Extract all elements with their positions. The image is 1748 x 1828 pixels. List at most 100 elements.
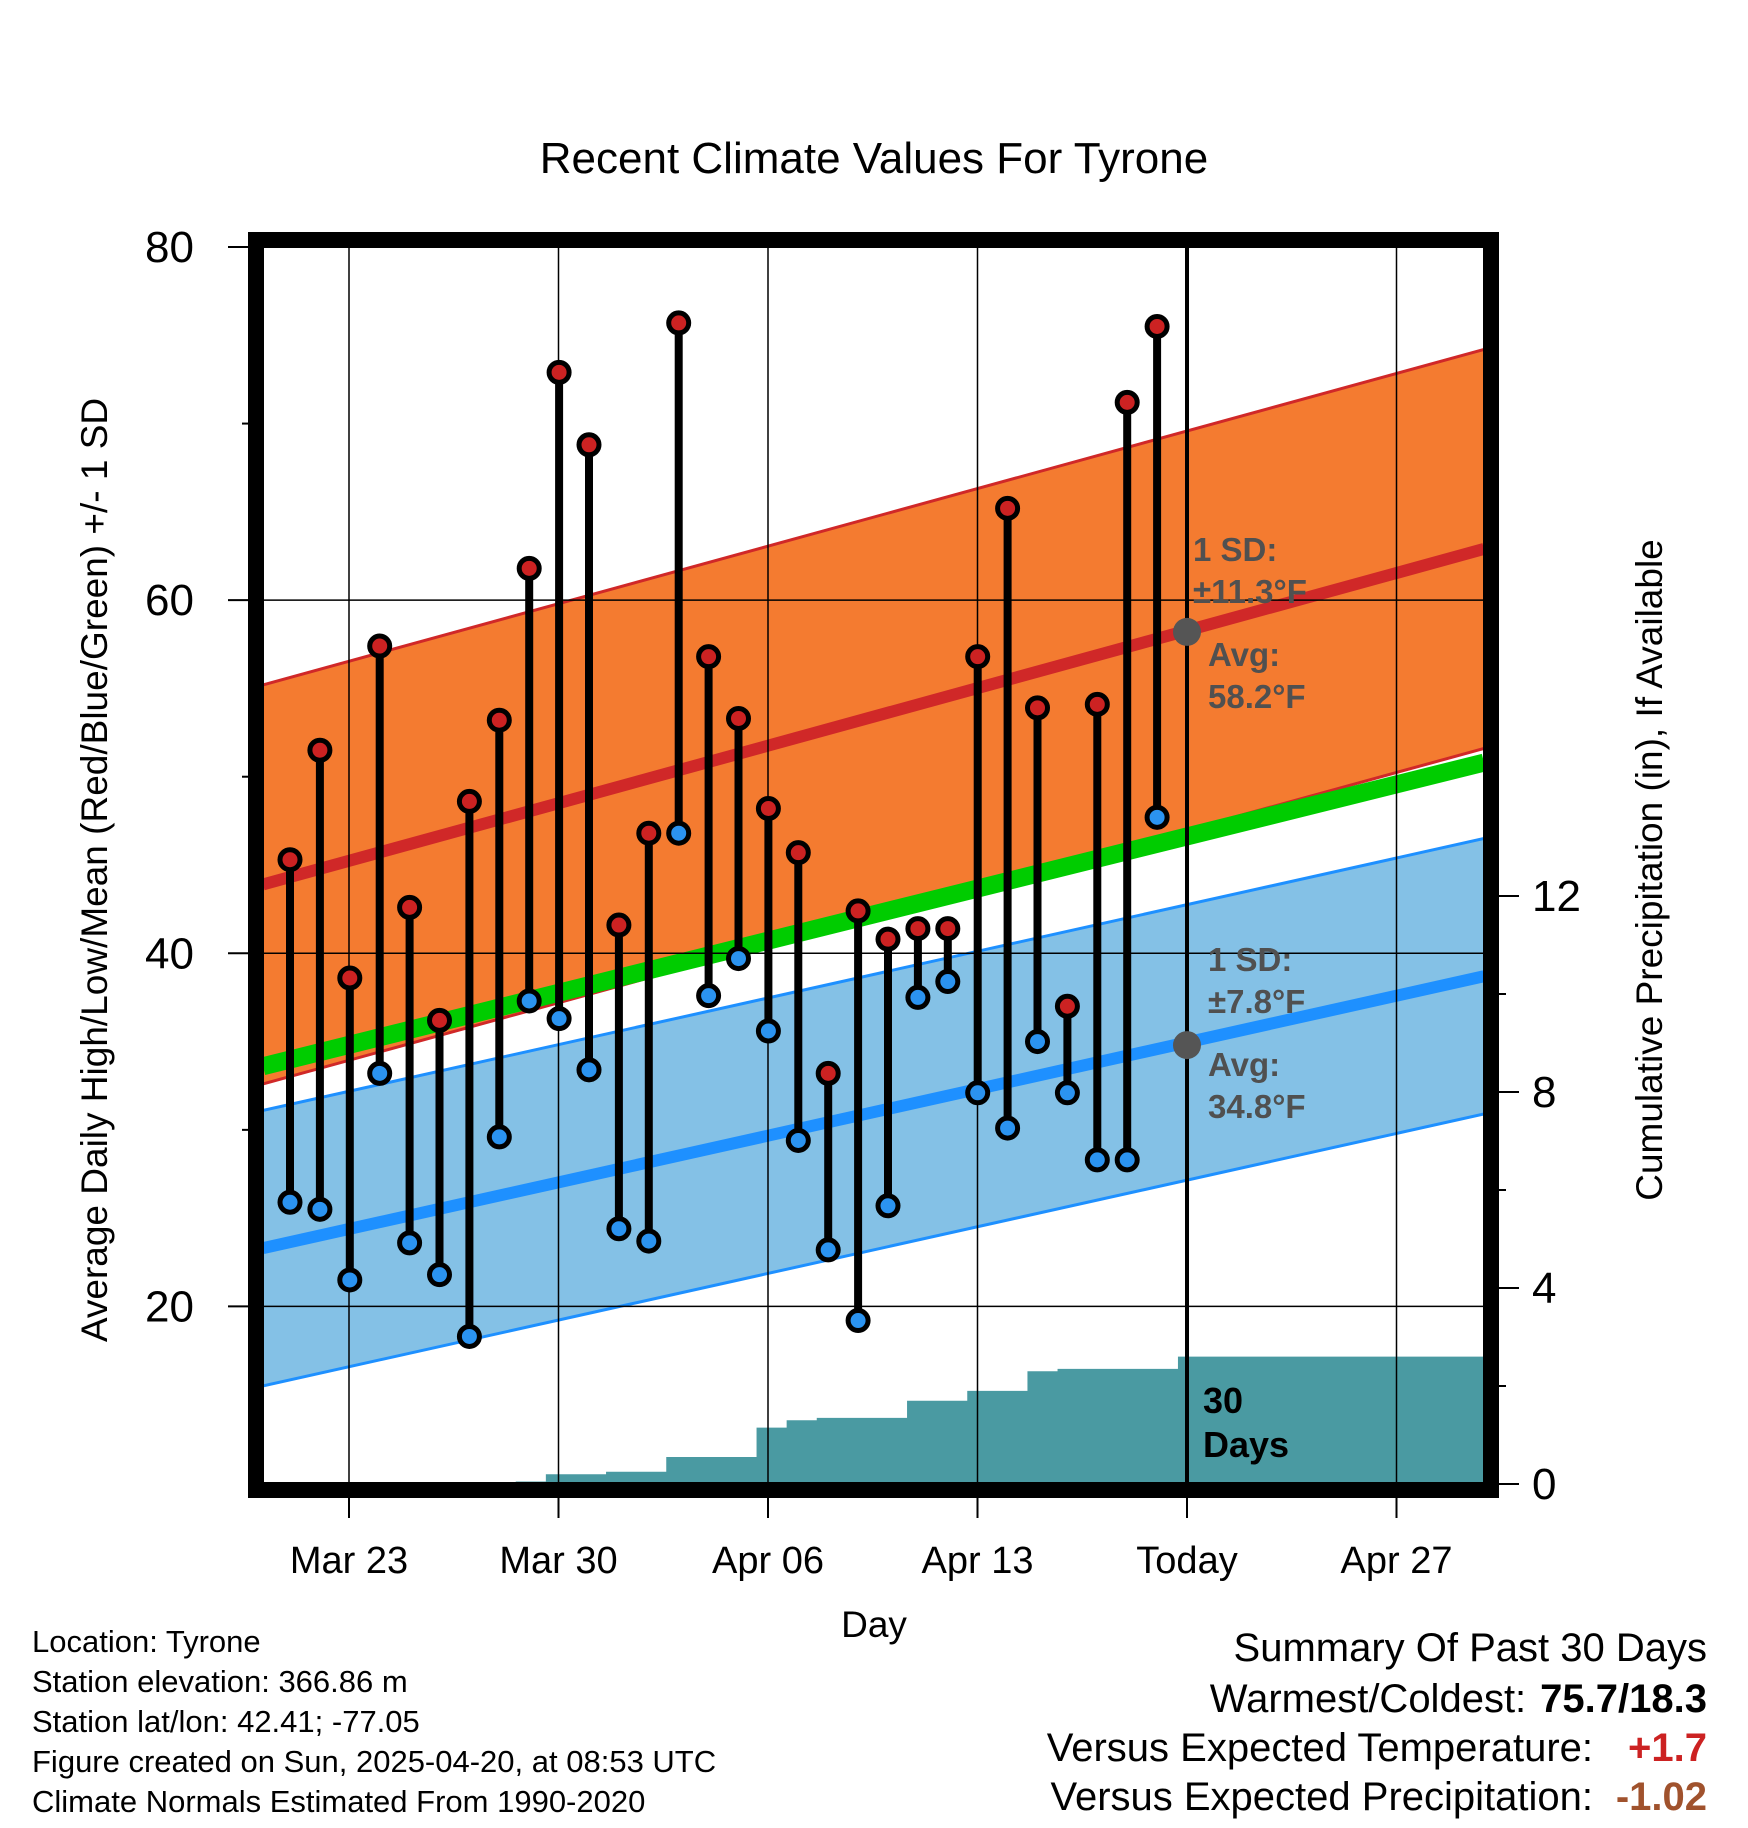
low-point xyxy=(1025,1029,1050,1055)
y2-tick-label: 8 xyxy=(1532,1068,1556,1117)
high-point xyxy=(367,633,393,659)
low-point xyxy=(606,1216,632,1242)
low-point xyxy=(845,1308,871,1334)
warm-cold-row: Warmest/Coldest: 75.7/18.3 xyxy=(1047,1675,1707,1724)
precip-label: Versus Expected Precipitation: xyxy=(1050,1775,1593,1819)
elevation-text: Station elevation: 366.86 m xyxy=(32,1664,408,1699)
low-point xyxy=(277,1189,303,1215)
low-point xyxy=(1054,1080,1080,1106)
high-point xyxy=(1144,313,1170,339)
high-point xyxy=(995,495,1021,521)
x-tick-label: Apr 13 xyxy=(922,1540,1034,1582)
x-tick-label: Today xyxy=(1136,1540,1237,1582)
low-point xyxy=(337,1267,363,1293)
high-point xyxy=(427,1007,452,1033)
high-point xyxy=(576,432,602,458)
low-point xyxy=(636,1228,662,1254)
today-high-avg-marker xyxy=(1173,617,1201,646)
high-point xyxy=(726,705,751,731)
high-point xyxy=(486,707,512,733)
low-point xyxy=(1144,804,1170,830)
low-avg-value: 34.8°F xyxy=(1208,1088,1306,1125)
high-point xyxy=(905,916,931,942)
high-point xyxy=(397,894,423,920)
low-point xyxy=(815,1237,841,1263)
high-point xyxy=(1054,993,1080,1019)
temp-row: Versus Expected Temperature: +1.7 xyxy=(1047,1724,1707,1773)
x-tick-label: Apr 06 xyxy=(712,1540,824,1582)
temp-label: Versus Expected Temperature: xyxy=(1046,1726,1593,1770)
high-point xyxy=(1025,695,1050,721)
low-point xyxy=(307,1196,333,1222)
bands-group xyxy=(263,347,1484,1483)
low-point xyxy=(516,988,542,1014)
high-point xyxy=(815,1060,841,1086)
low-point xyxy=(486,1124,512,1150)
low-point xyxy=(427,1262,452,1288)
today-low-avg-marker xyxy=(1173,1031,1201,1060)
plot-frame xyxy=(248,232,1499,1498)
x-tick-label: Apr 27 xyxy=(1341,1540,1453,1582)
y2-axis-label: Cumulative Precipitation (in), If Availa… xyxy=(1629,539,1670,1201)
high-point xyxy=(696,644,722,670)
plot-area: 1 SD: ±11.3°F Avg: 58.2°F 1 SD: ±7.8°F Avg: 34.… xyxy=(145,223,1581,1582)
high-upper-edge xyxy=(263,347,1484,687)
high-avg-label: Avg: xyxy=(1208,636,1280,673)
x-tick-label: Mar 23 xyxy=(290,1540,408,1582)
x-axis-label: Day xyxy=(841,1604,907,1645)
low-point xyxy=(546,1006,572,1032)
high-point xyxy=(337,965,363,991)
low-point xyxy=(905,984,931,1010)
low-point xyxy=(456,1323,482,1349)
precip-area xyxy=(515,1356,1484,1483)
high-point xyxy=(1114,389,1140,415)
low-point xyxy=(1084,1147,1110,1173)
x-tick-label: Mar 30 xyxy=(499,1540,617,1582)
low-point xyxy=(965,1080,991,1106)
high-point xyxy=(456,788,482,814)
high-point xyxy=(277,847,303,873)
high-point xyxy=(965,644,991,670)
high-point xyxy=(935,916,961,942)
low-point xyxy=(576,1057,602,1083)
warm-cold-value: 75.7/18.3 xyxy=(1540,1677,1707,1721)
latlon-text: Station lat/lon: 42.41; -77.05 xyxy=(32,1704,420,1739)
y2-tick-label: 12 xyxy=(1532,872,1581,921)
low-point xyxy=(726,946,751,972)
precip-days-label-1: 30 xyxy=(1203,1380,1243,1421)
y-tick-label: 80 xyxy=(145,223,194,272)
created-text: Figure created on Sun, 2025-04-20, at 08… xyxy=(32,1744,717,1779)
y2-tick-label: 0 xyxy=(1532,1460,1556,1509)
high-point xyxy=(546,359,572,385)
low-point xyxy=(367,1060,393,1086)
low-point xyxy=(1114,1147,1140,1173)
high-point xyxy=(636,820,662,846)
high-sd-label: 1 SD: xyxy=(1193,531,1277,568)
low-point xyxy=(995,1115,1021,1141)
high-point xyxy=(516,555,542,581)
low-point xyxy=(397,1230,423,1256)
high-point xyxy=(666,310,692,336)
high-point xyxy=(307,737,333,763)
y-tick-label: 60 xyxy=(145,576,194,625)
low-point xyxy=(785,1127,811,1153)
station-info: Location: Tyrone Station elevation: 366.… xyxy=(32,1622,716,1822)
high-point xyxy=(875,926,901,952)
y-tick-label: 20 xyxy=(145,1282,194,1331)
high-point xyxy=(845,898,871,924)
warm-cold-label: Warmest/Coldest: xyxy=(1209,1677,1527,1721)
precip-row: Versus Expected Precipitation: -1.02 xyxy=(1047,1773,1707,1822)
y2-tick-label: 4 xyxy=(1532,1264,1556,1313)
normals-text: Climate Normals Estimated From 1990-2020 xyxy=(32,1784,646,1819)
low-avg-label: Avg: xyxy=(1208,1046,1280,1083)
low-sd-label: 1 SD: xyxy=(1208,941,1292,978)
high-point xyxy=(755,795,781,821)
low-point xyxy=(755,1018,781,1044)
location-text: Location: Tyrone xyxy=(32,1624,261,1659)
temp-value: +1.7 xyxy=(1628,1726,1707,1770)
high-point xyxy=(606,912,632,938)
high-avg-value: 58.2°F xyxy=(1208,678,1306,715)
y-tick-label: 40 xyxy=(145,929,194,978)
chart-title: Recent Climate Values For Tyrone xyxy=(540,134,1208,183)
